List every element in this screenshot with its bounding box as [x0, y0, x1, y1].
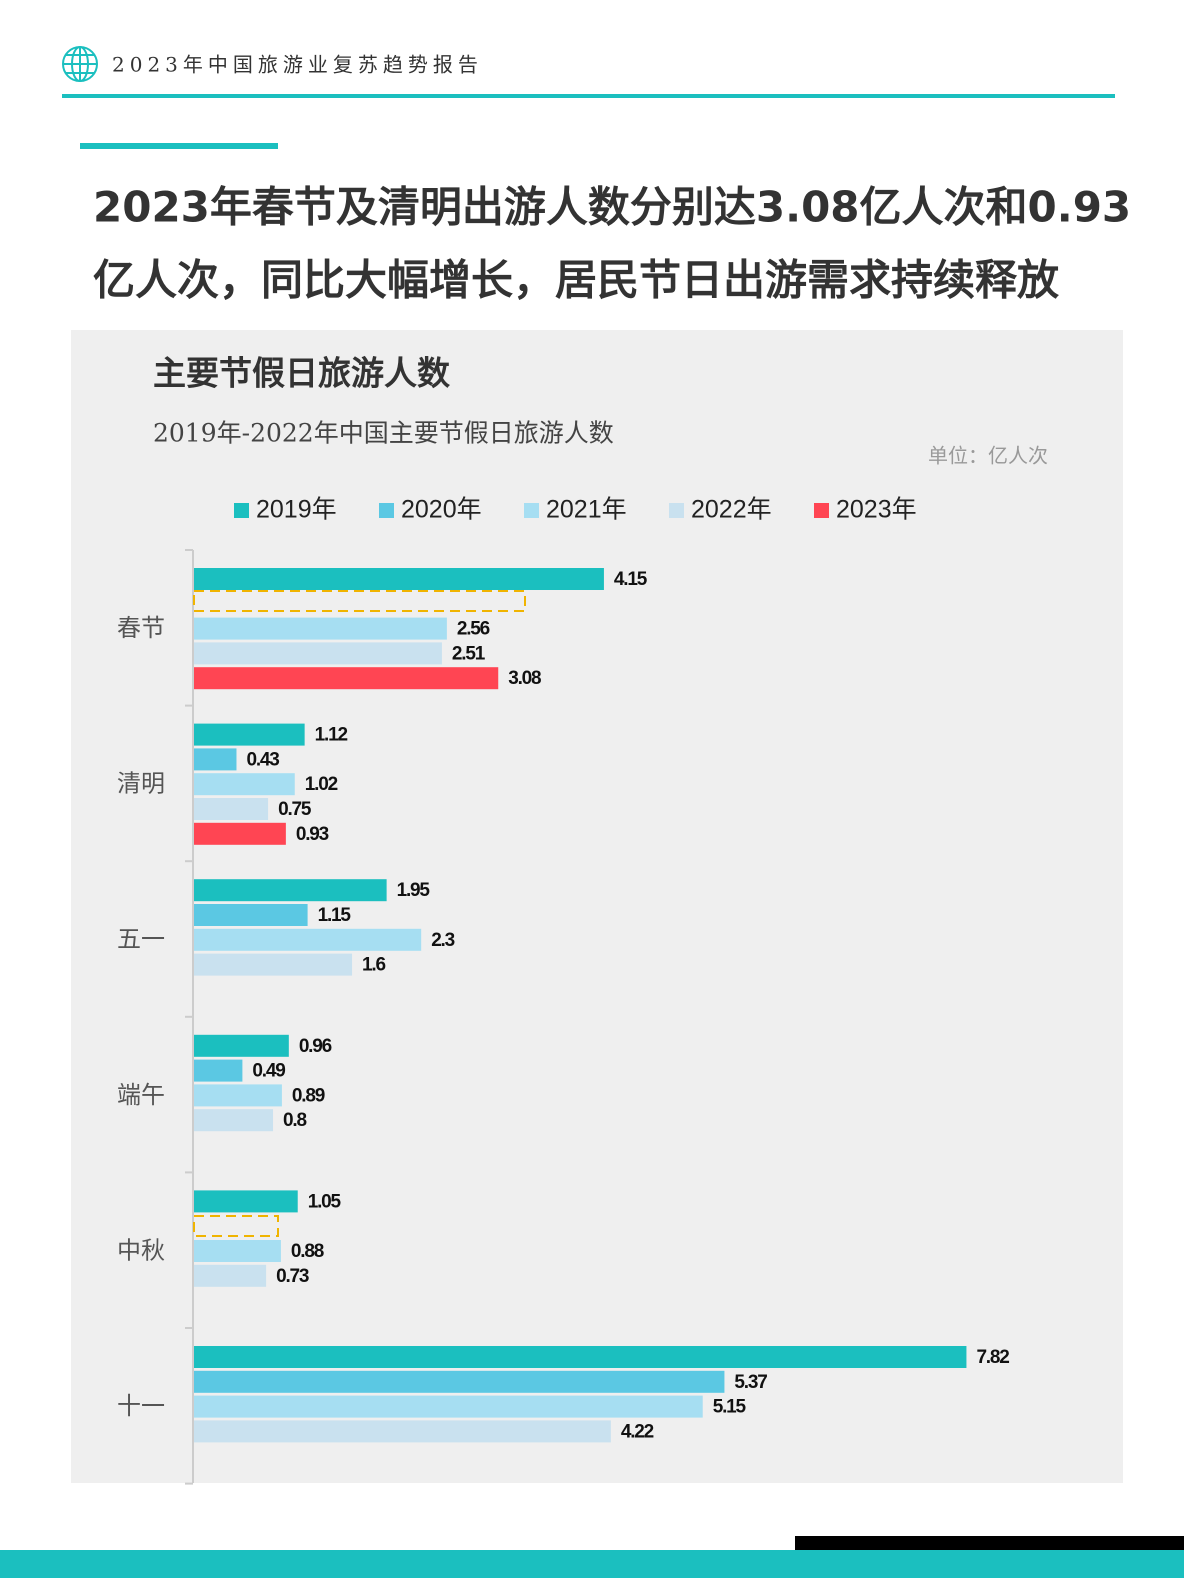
value-label: 5.37 — [734, 1372, 767, 1393]
bar — [194, 1034, 289, 1057]
value-label: 4.15 — [614, 569, 648, 590]
unit-label: 单位：亿人次 — [928, 444, 1048, 468]
category-label: 五一 — [117, 925, 165, 953]
value-label: 4.22 — [621, 1421, 654, 1442]
bar — [194, 1240, 281, 1262]
category-label: 十一 — [117, 1392, 165, 1420]
bar — [194, 723, 305, 746]
legend-swatch — [669, 503, 684, 518]
value-label: 1.15 — [318, 905, 352, 926]
category-label: 春节 — [117, 614, 165, 642]
chart-title: 主要节假日旅游人数 — [153, 354, 451, 393]
bar — [194, 1370, 725, 1393]
legend-label: 2019年 — [256, 496, 337, 524]
bar — [194, 773, 295, 796]
category-label: 清明 — [117, 770, 165, 798]
legend-label: 2023年 — [836, 496, 917, 524]
value-label: 1.95 — [397, 880, 431, 901]
headline: 2023年春节及清明出游人数分别达3.08亿人次和0.93 — [93, 183, 1131, 232]
legend-swatch — [379, 503, 394, 518]
bar — [194, 1264, 267, 1287]
bar — [194, 1190, 298, 1213]
legend-swatch — [814, 503, 829, 518]
value-label: 0.73 — [276, 1266, 309, 1287]
category-label: 端午 — [117, 1081, 165, 1109]
bar — [194, 879, 387, 902]
legend-swatch — [524, 503, 539, 518]
value-label: 0.88 — [291, 1241, 324, 1262]
headline: 亿人次，同比大幅增长，居民节日出游需求持续释放 — [93, 256, 1059, 305]
legend-label: 2021年 — [546, 496, 627, 524]
bar — [194, 642, 442, 665]
bar — [194, 904, 308, 926]
value-label: 7.82 — [976, 1347, 1009, 1368]
bar — [194, 667, 499, 690]
value-label: 5.15 — [713, 1397, 747, 1418]
value-label: 0.49 — [252, 1061, 285, 1082]
value-label: 2.3 — [431, 930, 454, 951]
bar — [194, 1084, 282, 1107]
legend-label: 2022年 — [691, 496, 772, 524]
missing-placeholder — [193, 590, 526, 612]
legend-swatch — [234, 503, 249, 518]
value-label: 1.12 — [315, 725, 348, 746]
value-label: 0.89 — [292, 1085, 325, 1106]
bar — [194, 1109, 274, 1132]
legend-label: 2020年 — [401, 496, 482, 524]
report-name: 2023年中国旅游业复苏趋势报告 — [112, 53, 483, 77]
value-label: 1.05 — [308, 1191, 342, 1212]
value-label: 0.93 — [296, 824, 329, 845]
bar — [194, 748, 237, 771]
footer-band — [0, 1550, 1184, 1578]
bar — [194, 953, 353, 976]
value-label: 0.96 — [299, 1036, 332, 1057]
bar — [194, 798, 269, 820]
value-label: 2.51 — [452, 643, 486, 664]
chart-subtitle: 2019年-2022年中国主要节假日旅游人数 — [153, 419, 614, 448]
title-accent — [80, 143, 278, 149]
bar — [194, 1395, 703, 1418]
value-label: 0.8 — [283, 1110, 306, 1131]
bar — [194, 1346, 967, 1368]
logo — [62, 46, 98, 82]
value-label: 1.6 — [362, 955, 385, 976]
bar — [194, 617, 447, 640]
value-label: 0.75 — [278, 799, 312, 820]
bar — [194, 1420, 611, 1443]
value-label: 3.08 — [508, 668, 541, 689]
footer-bar — [795, 1536, 1184, 1550]
bar — [194, 568, 604, 590]
category-label: 中秋 — [117, 1236, 165, 1264]
value-label: 1.02 — [305, 774, 338, 795]
bar — [194, 822, 286, 845]
header-rule — [62, 94, 1115, 98]
value-label: 2.56 — [457, 619, 490, 640]
bar — [194, 928, 422, 951]
missing-placeholder — [193, 1215, 279, 1237]
value-label: 0.43 — [246, 749, 279, 770]
bar — [194, 1059, 243, 1082]
